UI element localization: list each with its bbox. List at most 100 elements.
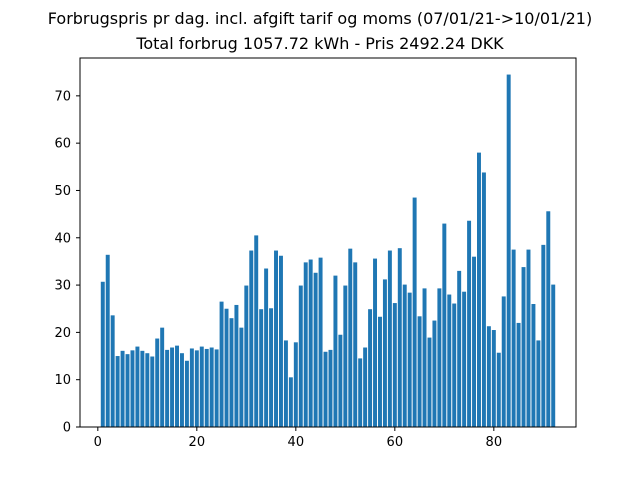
bar-21	[199, 346, 204, 427]
bar-72	[452, 303, 457, 427]
bar-91	[546, 211, 551, 427]
bar-16	[175, 345, 179, 427]
bar-18	[184, 360, 189, 427]
bar-12	[155, 338, 160, 427]
bar-19	[189, 348, 194, 427]
bar-66	[422, 288, 427, 427]
y-tick-label: 40	[54, 231, 71, 246]
bar-37	[278, 255, 283, 427]
x-tick-label: 40	[288, 435, 305, 450]
bar-9	[140, 350, 145, 427]
bar-71	[447, 294, 452, 427]
bar-70	[442, 223, 447, 427]
bar-25	[219, 301, 224, 427]
bar-69	[437, 288, 442, 427]
y-tick-label: 30	[54, 279, 71, 294]
bar-14	[165, 349, 170, 427]
chart-title: Forbrugspris pr dag. incl. afgift tarif …	[48, 9, 592, 28]
bar-40	[293, 342, 298, 427]
bar-17	[179, 353, 184, 427]
bar-48	[333, 275, 338, 427]
x-tick-label: 0	[94, 435, 102, 450]
x-tick-label: 80	[486, 435, 503, 450]
bar-77	[477, 152, 481, 427]
bar-4	[115, 356, 120, 427]
bar-89	[536, 340, 541, 427]
bar-62	[402, 284, 407, 427]
bar-27	[229, 318, 234, 427]
chart-subtitle: Total forbrug 1057.72 kWh - Pris 2492.24…	[135, 34, 504, 53]
bar-22	[204, 348, 209, 427]
bar-68	[432, 320, 437, 427]
bar-8	[135, 346, 140, 427]
bar-36	[274, 250, 278, 427]
bar-54	[363, 347, 368, 427]
bar-87	[526, 249, 531, 427]
axes-group: 0 20 40 60 80 0 10 20 30 40 50 60 70	[54, 57, 577, 450]
bar-32	[254, 235, 259, 427]
bar-60	[392, 303, 397, 427]
bar-39	[288, 377, 293, 427]
bar-58	[382, 279, 387, 427]
bar-50	[343, 285, 348, 427]
y-tick-label: 20	[54, 326, 71, 341]
bar-7	[130, 350, 135, 427]
bar-31	[249, 250, 254, 427]
bar-75	[467, 220, 472, 427]
bar-43	[308, 259, 313, 427]
bar-78	[481, 172, 486, 427]
bar-86	[521, 267, 526, 427]
bar-73	[457, 270, 462, 427]
bar-29	[239, 327, 244, 427]
x-tick-label: 20	[189, 435, 206, 450]
bar-55	[368, 309, 373, 427]
bar-45	[318, 257, 323, 427]
bar-53	[358, 358, 363, 427]
bar-13	[160, 327, 165, 427]
bar-41	[298, 285, 303, 427]
x-tick-label: 60	[387, 435, 404, 450]
bar-34	[264, 268, 269, 427]
bar-42	[303, 262, 308, 427]
bar-79	[486, 326, 491, 427]
bar-81	[496, 352, 501, 427]
bar-38	[283, 340, 288, 427]
bar-47	[328, 349, 333, 427]
y-tick-label: 70	[54, 89, 71, 104]
bar-28	[234, 304, 239, 427]
bar-74	[462, 291, 467, 427]
bar-35	[269, 308, 274, 427]
bar-6	[125, 354, 130, 427]
y-tick-label: 10	[54, 373, 71, 388]
bar-85	[516, 322, 521, 427]
bar-88	[531, 304, 536, 427]
bar-80	[491, 330, 496, 427]
bar-1	[100, 281, 105, 427]
bar-30	[244, 285, 249, 427]
bar-5	[120, 350, 125, 427]
bar-64	[412, 197, 417, 427]
bar-63	[407, 292, 412, 427]
bars-group	[100, 74, 556, 427]
bar-23	[209, 347, 214, 427]
bar-3	[110, 315, 115, 427]
bar-44	[313, 272, 318, 427]
bar-67	[427, 337, 432, 427]
bar-56	[373, 258, 378, 427]
plot-frame	[79, 57, 577, 428]
bar-65	[417, 316, 422, 427]
bar-61	[397, 248, 402, 427]
bar-92	[551, 284, 556, 427]
bar-33	[259, 309, 264, 427]
bar-84	[511, 249, 516, 427]
bar-24	[214, 349, 219, 427]
bar-46	[323, 351, 328, 427]
bar-15	[170, 347, 175, 427]
y-tick-label: 0	[63, 421, 71, 436]
y-tick-label: 60	[54, 137, 71, 152]
bar-20	[194, 350, 199, 427]
bar-52	[353, 262, 358, 427]
bar-59	[387, 250, 392, 427]
bar-26	[224, 308, 229, 427]
